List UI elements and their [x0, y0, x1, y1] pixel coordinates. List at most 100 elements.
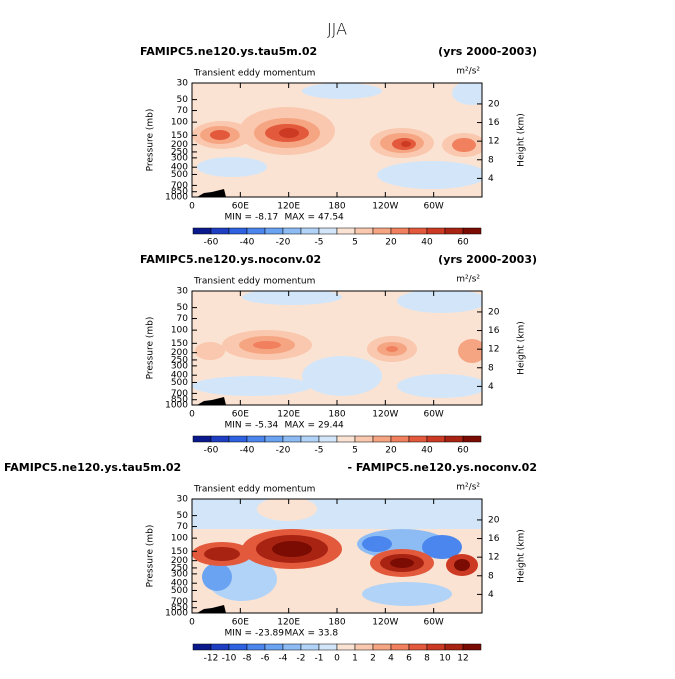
- y-axis-label: Pressure (mb): [146, 109, 156, 172]
- colorbar-box: [228, 227, 248, 235]
- colorbar-box: [408, 227, 428, 235]
- colorbar-box: [300, 227, 320, 235]
- colorbar-box: [246, 435, 266, 443]
- y-tick-label: 1000: [165, 193, 188, 203]
- colorbar-label: 8: [424, 654, 430, 664]
- panel-right-title: (yrs 2000-2003): [438, 253, 537, 266]
- y-tick-label: 400: [171, 163, 188, 173]
- x-tick-label: 120E: [277, 618, 300, 628]
- colorbar-box: [408, 643, 428, 651]
- y-tick-label: 1000: [165, 609, 188, 619]
- colorbar-label: -20: [276, 446, 291, 456]
- colorbar-label: -12: [204, 654, 219, 664]
- x-tick-label: 0: [189, 618, 195, 628]
- y2-tick-label: 4: [488, 174, 494, 184]
- y-tick-label: 850: [171, 603, 188, 613]
- colorbar-label: -1: [315, 654, 324, 664]
- max-label: MAX =: [285, 421, 316, 431]
- y-tick-label: 700: [171, 389, 188, 399]
- colorbar-label: -20: [276, 238, 291, 248]
- y2-axis-label: Height (km): [517, 113, 527, 167]
- colorbar-box: [228, 643, 248, 651]
- y-tick-label: 150: [171, 131, 188, 141]
- x-tick-label: 180: [328, 410, 345, 420]
- x-tick-label: 120E: [277, 410, 300, 420]
- panel-left-title: FAMIPC5.ne120.ys.tau5m.02: [140, 45, 317, 58]
- panel-subtitle: Transient eddy momentum: [193, 277, 315, 287]
- colorbar-label: 5: [352, 238, 358, 248]
- colorbar-label: -60: [204, 238, 219, 248]
- colorbar-box: [210, 435, 230, 443]
- y-axis-label: Pressure (mb): [146, 525, 156, 588]
- colorbar-label: 12: [457, 654, 468, 664]
- colorbar-box: [264, 643, 284, 651]
- figure-title: JJA: [327, 20, 347, 39]
- y-tick-label: 850: [171, 187, 188, 197]
- x-tick-label: 180: [328, 202, 345, 212]
- contour-field: [192, 83, 482, 197]
- colorbar-label: -5: [315, 238, 324, 248]
- max-value: 29.44: [318, 421, 344, 431]
- min-value: -5.34: [255, 421, 279, 431]
- colorbar-box: [462, 435, 482, 443]
- colorbar-label: 1: [352, 654, 358, 664]
- y-tick-label: 30: [177, 79, 189, 89]
- colorbar-label: 60: [457, 238, 469, 248]
- y-tick-label: 200: [171, 348, 188, 358]
- max-label: MAX =: [285, 629, 316, 639]
- y-tick-label: 300: [171, 153, 188, 163]
- colorbar-box: [390, 435, 410, 443]
- min-value: -23.89: [255, 629, 284, 639]
- y-tick-label: 1000: [165, 401, 188, 411]
- y-tick-label: 300: [171, 361, 188, 371]
- panel-right-title: - FAMIPC5.ne120.ys.noconv.02: [347, 461, 537, 474]
- colorbar-box: [264, 227, 284, 235]
- contour-field: [192, 499, 482, 613]
- colorbar-box: [426, 435, 446, 443]
- colorbar-label: -40: [240, 238, 255, 248]
- y2-tick-label: 12: [488, 345, 499, 355]
- colorbar-box: [246, 227, 266, 235]
- colorbar-box: [192, 227, 212, 235]
- y-tick-label: 300: [171, 569, 188, 579]
- x-tick-label: 120W: [372, 410, 398, 420]
- colorbar-box: [444, 643, 464, 651]
- colorbar-box: [300, 643, 320, 651]
- colorbar-box: [408, 435, 428, 443]
- y2-tick-label: 20: [488, 99, 500, 109]
- colorbar-box: [336, 643, 356, 651]
- colorbar-label: 20: [385, 446, 397, 456]
- colorbar-box: [354, 435, 374, 443]
- y-tick-label: 700: [171, 597, 188, 607]
- colorbar-box: [282, 227, 302, 235]
- x-tick-label: 120W: [372, 618, 398, 628]
- y2-tick-label: 20: [488, 307, 500, 317]
- y2-tick-label: 8: [488, 155, 494, 165]
- max-value: 33.8: [318, 629, 338, 639]
- min-value: -8.17: [255, 213, 278, 223]
- colorbar-label: 5: [352, 446, 358, 456]
- y-tick-label: 500: [171, 378, 188, 388]
- y-tick-label: 50: [177, 303, 189, 313]
- y-tick-label: 700: [171, 181, 188, 191]
- y2-tick-label: 4: [488, 590, 494, 600]
- colorbar-box: [210, 227, 230, 235]
- colorbar-box: [246, 643, 266, 651]
- colorbar-label: 6: [406, 654, 412, 664]
- y-tick-label: 100: [171, 326, 188, 336]
- y-tick-label: 200: [171, 140, 188, 150]
- panel-left-title: FAMIPC5.ne120.ys.tau5m.02: [4, 461, 181, 474]
- x-tick-label: 60W: [423, 410, 443, 420]
- min-label: MIN =: [224, 213, 252, 223]
- x-tick-label: 0: [189, 202, 195, 212]
- colorbar-box: [462, 227, 482, 235]
- y2-tick-label: 8: [488, 571, 494, 581]
- y-tick-label: 30: [177, 287, 189, 297]
- y-tick-label: 250: [171, 563, 188, 573]
- y-tick-label: 50: [177, 95, 189, 105]
- colorbar-label: 40: [421, 446, 433, 456]
- colorbar-label: -8: [243, 654, 252, 664]
- colorbar-box: [426, 227, 446, 235]
- x-tick-label: 60E: [232, 202, 249, 212]
